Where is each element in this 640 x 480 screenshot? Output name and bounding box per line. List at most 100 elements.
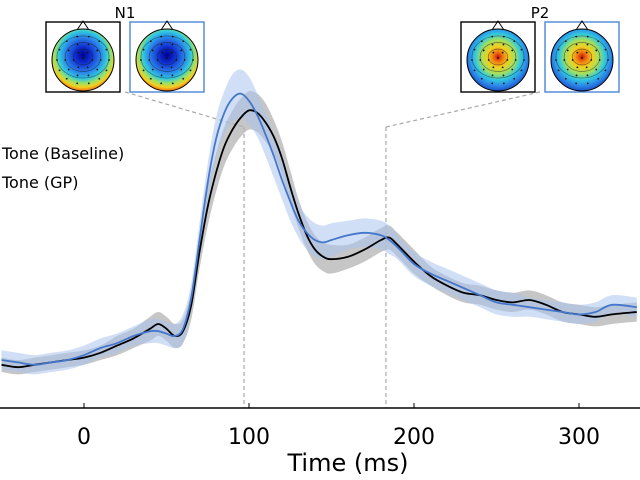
topomap-electrode [511, 68, 514, 71]
topomap-electrode [91, 59, 94, 61]
topomap-electrode [566, 49, 569, 52]
topomap-electrode [576, 66, 579, 69]
topomap-electrode [96, 49, 99, 52]
topomap-electrode [482, 68, 485, 71]
topomap-electrode [98, 77, 101, 80]
topomap-electrode [501, 51, 504, 54]
topomap-electrode [140, 59, 142, 61]
topomap-nose [491, 20, 505, 31]
topomap-electrode [586, 35, 589, 38]
topomap-electrode [506, 59, 509, 61]
topomap-electrode [175, 59, 178, 61]
topomap-electrode [513, 40, 516, 43]
topomap-electrode [160, 43, 163, 46]
topomap-electrode [180, 68, 183, 71]
line-series-0 [1, 109, 637, 369]
legend: Tone (Baseline) Tone (GP) [1, 144, 124, 192]
topomap-electrode [182, 77, 185, 80]
topomap-electrode [597, 77, 600, 80]
topomap-p2-1 [544, 20, 620, 93]
topomap-electrode [576, 51, 579, 54]
topomap-electrode [473, 69, 476, 72]
topomap-electrode [575, 82, 578, 85]
topomap-electrode [564, 40, 567, 43]
topomap-electrode [99, 59, 102, 61]
topomap-electrode [170, 51, 173, 54]
topomap-electrode [523, 59, 525, 61]
topomap-electrode [479, 59, 482, 61]
topomap-electrode [183, 59, 186, 61]
topomap-electrode [87, 35, 90, 38]
topomap-electrode [497, 57, 499, 59]
topomap-contour [563, 42, 601, 72]
topomap-electrode [581, 57, 583, 59]
topomap-contour [571, 48, 593, 66]
topomap-electrode [72, 59, 75, 61]
topomap-electrode [58, 69, 61, 72]
topomap-electrode [86, 66, 89, 69]
topomap-electrode [586, 43, 589, 46]
confidence-bands [1, 69, 637, 375]
topomap-electrode [491, 82, 494, 85]
topomap-electrode [563, 59, 566, 61]
topomap-electrode [171, 74, 174, 77]
peak-label-p2: P2 [531, 4, 550, 22]
topomap-nose [160, 20, 174, 31]
topomap-electrode [98, 40, 101, 43]
x-tick-label: 100 [228, 425, 270, 450]
topomap-electrode [514, 59, 517, 61]
topomap-electrode [148, 59, 151, 61]
topomap-electrode [555, 59, 557, 61]
topomap-electrode [76, 43, 79, 46]
topomap-electrode [473, 48, 476, 51]
topomap-electrode [511, 49, 514, 52]
topomap-electrode [192, 59, 194, 61]
topomap-electrode [607, 59, 609, 61]
topomap-electrode [160, 74, 163, 77]
topomap-electrode [77, 51, 80, 54]
topomap-contour [555, 35, 609, 79]
topomap-contour [156, 48, 178, 66]
topomap-electrode [491, 43, 494, 46]
topomap-electrode [590, 59, 593, 61]
topomap-electrode [566, 68, 569, 71]
topomap-electrode [67, 49, 70, 52]
topomap-contour [148, 42, 186, 72]
topomap-contour [479, 42, 517, 72]
topomap-electrode [170, 66, 173, 69]
x-tick-label: 300 [558, 425, 600, 450]
topomap-electrode [575, 35, 578, 38]
topomap-electrode [487, 59, 490, 61]
legend-item-baseline: Tone (Baseline) [1, 144, 124, 163]
topomap-electrode [67, 68, 70, 71]
topomap-electrode [571, 59, 574, 61]
topomap-electrode [564, 77, 567, 80]
topomap-electrode [76, 35, 79, 38]
peak-label-n1: N1 [115, 4, 136, 22]
topomap-n1-1 [129, 20, 205, 93]
topomap-electrode [142, 48, 145, 51]
topomap-electrode [597, 40, 600, 43]
series-lines [1, 92, 637, 369]
topomap-electrode [480, 40, 483, 43]
topomap-electrode [501, 66, 504, 69]
topomap-electrode [480, 77, 483, 80]
topomap-electrode [502, 35, 505, 38]
topomap-electrode [585, 51, 588, 54]
topomap-electrode [513, 77, 516, 80]
topomap-electrode [189, 69, 192, 72]
topomap-head [51, 28, 115, 92]
topomap-electrode [557, 48, 560, 51]
topomap-electrode [87, 74, 90, 77]
topomap-electrode [491, 74, 494, 77]
topomap-electrode [160, 82, 163, 85]
topomap-electrode [586, 74, 589, 77]
topomap-electrode [502, 74, 505, 77]
topomap-electrode [151, 49, 154, 52]
topomap-electrode [105, 69, 108, 72]
line-series-1 [1, 92, 637, 366]
topomap-electrode [77, 66, 80, 69]
topomap-electrode [166, 57, 168, 59]
topomap-electrode [65, 40, 68, 43]
